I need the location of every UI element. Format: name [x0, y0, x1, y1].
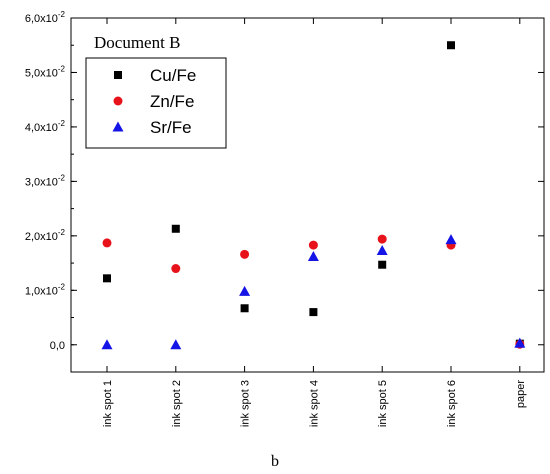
y-tick-mantissa: 2,0x10: [25, 231, 58, 243]
figure-caption: b: [271, 453, 279, 470]
data-point: [103, 274, 111, 283]
legend-label: Zn/Fe: [150, 92, 194, 111]
y-tick-exponent: -2: [58, 228, 66, 237]
y-tick-label: 4,0x10-2: [25, 119, 66, 134]
x-tick-label: ink spot 5: [377, 380, 389, 427]
y-tick-exponent: -2: [58, 10, 66, 19]
y-tick-label: 1,0x10-2: [25, 282, 66, 297]
legend-box: [85, 57, 227, 149]
y-tick-mantissa: 3,0x10: [25, 176, 58, 188]
y-tick-label: 0,0: [50, 340, 65, 352]
data-point: [377, 234, 387, 244]
data-point: [307, 251, 319, 262]
y-tick-exponent: -2: [58, 282, 66, 291]
data-point: [240, 249, 250, 259]
data-point: [376, 245, 388, 256]
y-tick-mantissa: 4,0x10: [25, 122, 58, 134]
y-tick-mantissa: 1,0x10: [25, 285, 58, 297]
legend-marker: [114, 71, 122, 79]
y-tick-mantissa: 0,0: [50, 340, 65, 352]
data-point: [102, 238, 112, 248]
legend: Document B Cu/Fe Zn/Fe Sr/Fe: [85, 33, 227, 149]
y-tick-label: 5,0x10-2: [25, 64, 66, 79]
legend-label: Sr/Fe: [150, 118, 192, 137]
data-points: [101, 41, 526, 350]
data-point: [308, 240, 318, 250]
data-point: [101, 339, 113, 350]
data-point: [171, 224, 180, 233]
x-tick-label: ink spot 1: [102, 380, 114, 427]
y-tick-mantissa: 5,0x10: [25, 67, 58, 79]
data-point: [514, 337, 526, 348]
y-tick-exponent: -2: [58, 64, 66, 73]
y-tick-exponent: -2: [58, 119, 66, 128]
y-tick-exponent: -2: [58, 173, 66, 182]
x-tick-label: paper: [515, 380, 527, 408]
data-point: [240, 304, 249, 313]
data-point: [171, 264, 181, 274]
x-axis: ink spot 1 ink spot 2 ink spot 3 ink spot 4…: [102, 18, 527, 427]
data-point: [309, 308, 318, 317]
data-point: [170, 339, 182, 350]
y-axis: 0,01,0x10-22,0x10-23,0x10-24,0x10-25,0x1…: [25, 10, 544, 373]
y-tick-mantissa: 6,0x10: [25, 13, 58, 25]
data-point: [378, 260, 387, 269]
data-point: [445, 234, 457, 245]
legend-label: Cu/Fe: [150, 66, 196, 85]
legend-marker: [113, 96, 123, 106]
legend-marker: [112, 121, 124, 132]
x-tick-label: ink spot 6: [446, 380, 458, 427]
x-tick-label: ink spot 3: [240, 380, 252, 427]
x-tick-label: ink spot 4: [308, 380, 320, 427]
x-tick-label: ink spot 2: [171, 380, 183, 427]
data-point: [239, 285, 251, 296]
y-tick-label: 3,0x10-2: [25, 173, 66, 188]
plot-frame: [70, 17, 545, 373]
y-tick-label: 2,0x10-2: [25, 228, 66, 243]
y-tick-label: 6,0x10-2: [25, 10, 66, 25]
data-point: [447, 41, 455, 50]
legend-title: Document B: [94, 33, 180, 52]
